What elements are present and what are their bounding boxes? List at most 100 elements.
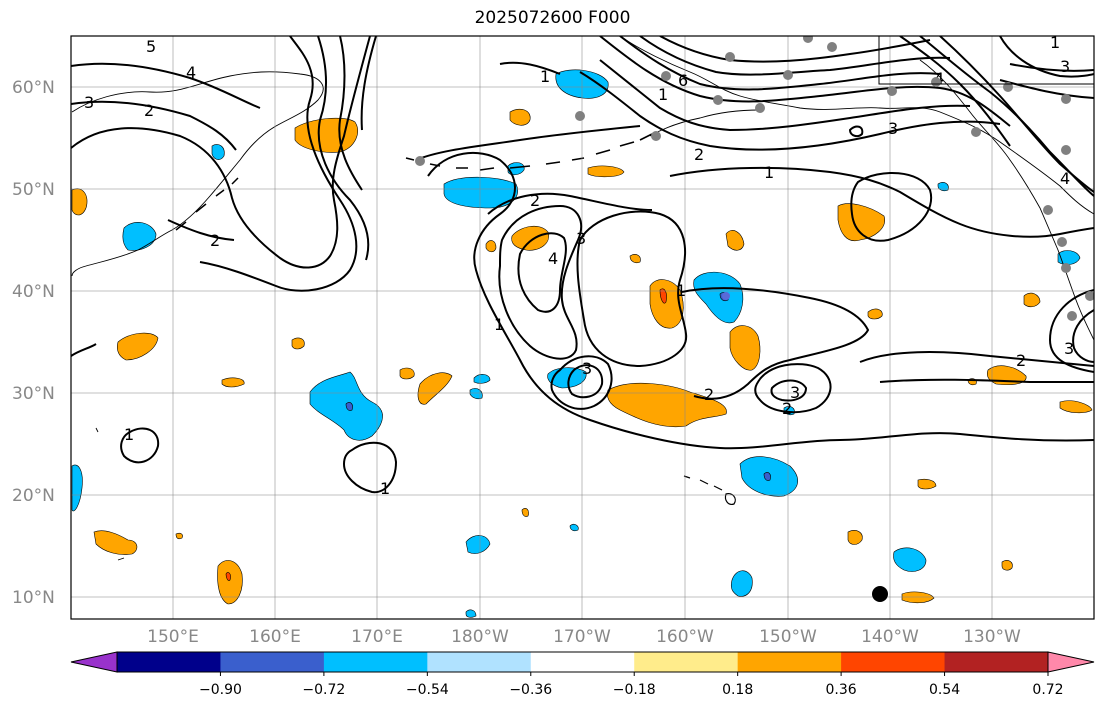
blue-region [937,182,949,192]
colorbar-segment [841,652,946,672]
station-marker [1043,205,1053,215]
orange-region [629,254,641,264]
black-marker [872,586,888,602]
station-marker [783,70,793,80]
orange-region [485,240,497,253]
contour-line [999,36,1094,78]
colorbar: −0.90 −0.72 −0.54 −0.36 −0.18 0.18 0.36 0.54 0.7… [70,651,1095,698]
contour-line [939,36,1094,193]
colorbar-segment [220,652,325,672]
contour-line [599,59,971,132]
orange-region [116,332,159,361]
alaska-coast [619,36,1094,215]
blue-region [1057,250,1081,265]
lon-label: 170°W [553,627,611,647]
colorbar-tick-label: 0.36 [826,682,857,698]
contour-label: 2 [704,385,714,404]
blue-region [730,570,753,597]
contour-label: 1 [1050,33,1060,52]
hawaii-islands [683,475,736,505]
lat-label-40n: 40°N [12,282,55,302]
orange-region [175,532,183,540]
orange-region [587,165,625,178]
contour-line [754,363,832,414]
lat-label-30n: 30°N [12,384,55,404]
orange-region [917,478,937,490]
station-marker [1057,237,1067,247]
blue-region [71,464,83,512]
orange-region [521,508,529,517]
contour-label: 6 [678,71,688,90]
colorbar-extend-max [1047,651,1095,673]
contour-line [1048,289,1094,373]
station-marker [931,77,941,87]
contour-line [639,36,951,76]
contour-label: 1 [658,85,668,104]
blue-region [473,374,491,384]
contour-label: 2 [782,399,792,418]
orange-region [221,377,245,388]
lon-label: 150°W [759,627,817,647]
station-marker [971,127,981,137]
orange-region [417,372,453,405]
blue-region [465,609,477,618]
station-marker [415,156,425,166]
contour-label: 2 [1016,351,1026,370]
contour-label: 2 [530,191,540,210]
colorbar-tick-label: −0.54 [406,682,449,698]
contour-label: 2 [694,145,704,164]
contour-line [360,36,377,131]
contour-line [342,441,398,494]
coastlines [71,36,1094,561]
colorbar-extend-min [70,651,118,673]
orange-region [294,117,359,153]
station-marker [661,71,671,81]
contour-label: 1 [494,315,504,334]
contour-line [1072,309,1094,363]
latitude-labels: 60°N 50°N 40°N 30°N 20°N 10°N [12,78,55,608]
orange-region [1023,292,1041,308]
contour-label: 3 [1060,57,1070,76]
contour-line [848,125,864,138]
station-marker [887,86,897,96]
contour-line [659,36,931,63]
orange-region [837,203,885,242]
lon-label: 140°W [861,627,919,647]
lon-label: 180°W [451,627,509,647]
contour-label: 3 [582,359,592,378]
lon-label: 130°W [963,627,1021,647]
orange-region [1001,560,1013,571]
station-marker [722,292,730,300]
blue-region [693,271,744,324]
colorbar-tick-label: −0.90 [199,682,242,698]
lon-label: 170°E [351,627,403,647]
station-marker [651,131,661,141]
contour-line [567,364,604,399]
kamchatka-coast [71,71,324,277]
inset-box [878,36,1094,85]
lon-label: 150°E [147,627,199,647]
station-marker [713,95,723,105]
blue-region [443,176,518,209]
blue-region [569,524,579,532]
contour-label: 5 [146,37,156,56]
orange-region [217,560,243,605]
contour-line [681,287,870,400]
blue-region [893,547,927,572]
colorbar-tick-label: −0.36 [509,682,552,698]
contour-line [1009,63,1094,72]
contour-label: 2 [210,231,220,250]
colorbar-segment [944,652,1049,672]
contour-line [120,427,160,464]
contour-line [71,36,371,269]
station-marker [1061,94,1071,104]
contour-label: 3 [84,93,94,112]
contour-line [167,219,235,241]
blue-core [763,472,771,481]
blue-region [122,222,157,251]
contour-line [71,343,97,357]
contour-label: 1 [676,281,686,300]
colorbar-segment [737,652,842,672]
contour-lines [71,36,1094,494]
